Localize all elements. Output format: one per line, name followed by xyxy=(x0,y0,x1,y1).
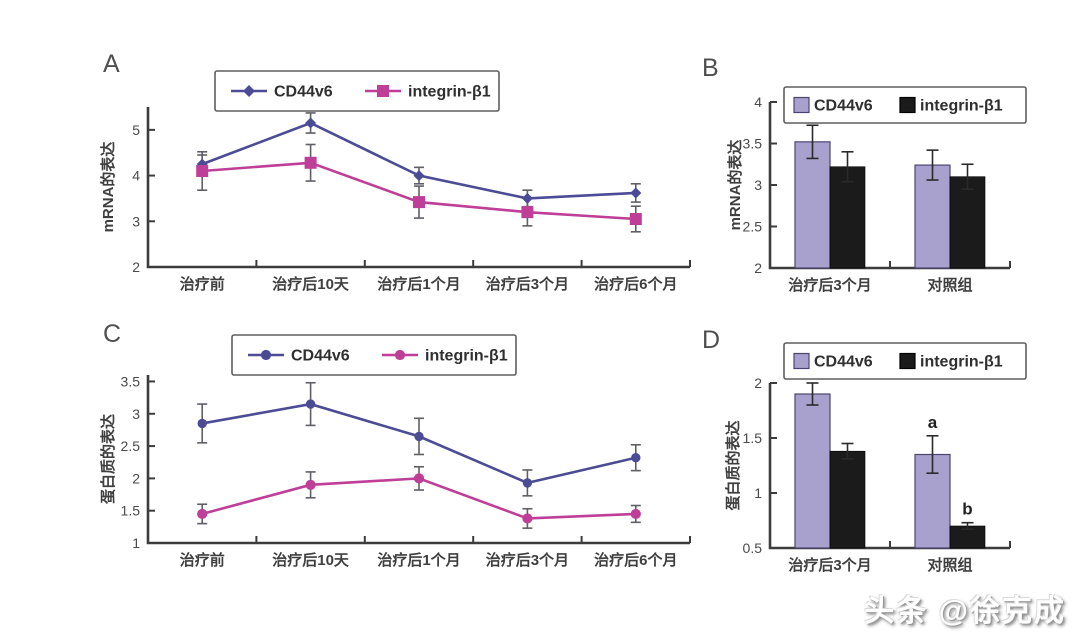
series-C-0 xyxy=(197,399,641,488)
legend-label-0: CD44v6 xyxy=(274,84,333,101)
legend-label-0: CD44v6 xyxy=(291,348,350,365)
x-category-label: 治疗后10天 xyxy=(272,275,350,293)
axes-A: 2 3 4 5 治疗前 治疗后10天 治疗后1个月 治疗后3个月 治疗后6个月 mRNA的表达 xyxy=(99,107,691,293)
chart-b-mrna-bars: 2 2.5 3 3.5 4 治疗后3个月 对照组 mRNA的表达 CD44v6 integrin-… xyxy=(726,86,1027,294)
legend-label-1: integrin-β1 xyxy=(920,98,1003,115)
y-tick-label: 1.5 xyxy=(121,503,141,519)
y-tick-label: 2 xyxy=(132,470,140,486)
y-tick-label: 3.5 xyxy=(743,136,763,152)
axes-B: 2 2.5 3 3.5 4 治疗后3个月 对照组 mRNA的表达 xyxy=(726,94,1011,294)
bars-D-0: a xyxy=(794,382,951,549)
chart-d-protein-bars: 0.5 1 1.5 2 治疗后3个月 对照组 蛋白质的表达 a b CD44v6 integrin-… xyxy=(724,342,1027,574)
panel-b-label: B xyxy=(702,54,719,82)
axes-C: 1 1.5 2 2.5 3 3.5 治疗前 治疗后10天 治疗后1个月 治疗后3个月 治疗后6个月 蛋… xyxy=(99,373,691,569)
bar-B-1-1 xyxy=(949,176,986,269)
legend-label-0: CD44v6 xyxy=(814,354,873,371)
x-category-label: 治疗前 xyxy=(180,275,225,293)
bars-B-0 xyxy=(794,124,951,269)
y-axis-label: mRNA的表达 xyxy=(726,140,744,231)
watermark-text: 头条 @徐克成 xyxy=(864,595,1066,628)
y-tick-label: 5 xyxy=(132,122,140,138)
legend-C: CD44v6 integrin-β1 xyxy=(231,334,517,376)
y-tick-label: 2 xyxy=(132,259,140,275)
legend-B: CD44v6 integrin-β1 xyxy=(783,86,1027,124)
x-category-label: 对照组 xyxy=(927,556,972,574)
x-category-label: 治疗后3个月 xyxy=(788,556,871,574)
x-category-label: 治疗后3个月 xyxy=(486,275,569,293)
panel-a-label: A xyxy=(103,50,120,78)
x-category-label: 治疗前 xyxy=(180,551,225,569)
y-tick-label: 0.5 xyxy=(743,540,763,556)
y-tick-label: 1 xyxy=(754,485,762,501)
legend-label-1: integrin-β1 xyxy=(920,354,1003,371)
legend-A: CD44v6 integrin-β1 xyxy=(214,70,500,112)
x-category-label: 对照组 xyxy=(927,276,972,294)
chart-c-protein-line: 1 1.5 2 2.5 3 3.5 治疗前 治疗后10天 治疗后1个月 治疗后3个月 治疗后6个月 蛋… xyxy=(99,334,691,569)
series-C-1 xyxy=(197,473,641,524)
y-tick-label: 3 xyxy=(754,177,762,193)
y-tick-label: 2.5 xyxy=(121,438,141,454)
bar-B-0-0 xyxy=(794,141,831,269)
y-tick-label: 1.5 xyxy=(743,430,763,446)
x-category-label: 治疗后1个月 xyxy=(377,275,460,293)
y-tick-label: 2.5 xyxy=(743,219,763,235)
y-axis-label: mRNA的表达 xyxy=(99,142,117,233)
annotation-b: b xyxy=(962,500,972,519)
panel-c-label: C xyxy=(103,320,122,348)
y-tick-label: 3 xyxy=(132,406,140,422)
bar-D-1-0 xyxy=(829,450,866,549)
x-category-label: 治疗后10天 xyxy=(272,551,350,569)
chart-a-mrna-line: 2 3 4 5 治疗前 治疗后10天 治疗后1个月 治疗后3个月 治疗后6个月 mRNA的表达 CD… xyxy=(99,70,691,293)
y-tick-label: 4 xyxy=(754,94,762,110)
y-tick-label: 4 xyxy=(132,168,140,184)
y-axis-label: 蛋白质的表达 xyxy=(724,420,742,510)
panel-d-label: D xyxy=(702,326,721,354)
legend-label-1: integrin-β1 xyxy=(408,84,491,101)
bar-B-1-0 xyxy=(829,166,866,269)
watermark: 头条 @徐克成 xyxy=(864,586,1066,630)
x-category-label: 治疗后3个月 xyxy=(788,276,871,294)
x-category-label: 治疗后1个月 xyxy=(377,551,460,569)
error-bars-C xyxy=(197,381,641,529)
bar-D-0-0 xyxy=(794,393,831,549)
x-category-label: 治疗后6个月 xyxy=(594,275,677,293)
series-A-1 xyxy=(196,156,642,225)
y-tick-label: 3.5 xyxy=(121,373,141,389)
legend-label-0: CD44v6 xyxy=(814,98,873,115)
annotation-a: a xyxy=(928,413,938,432)
bars-B-1 xyxy=(829,151,986,269)
x-category-label: 治疗后6个月 xyxy=(594,551,677,569)
legend-label-1: integrin-β1 xyxy=(425,348,508,365)
y-tick-label: 2 xyxy=(754,375,762,391)
y-tick-label: 2 xyxy=(754,260,762,276)
bars-D-1: b xyxy=(829,442,986,549)
y-tick-label: 3 xyxy=(132,213,140,229)
legend-D: CD44v6 integrin-β1 xyxy=(783,342,1027,380)
x-category-label: 治疗后3个月 xyxy=(486,551,569,569)
y-axis-label: 蛋白质的表达 xyxy=(99,414,117,504)
y-tick-label: 1 xyxy=(132,535,140,551)
